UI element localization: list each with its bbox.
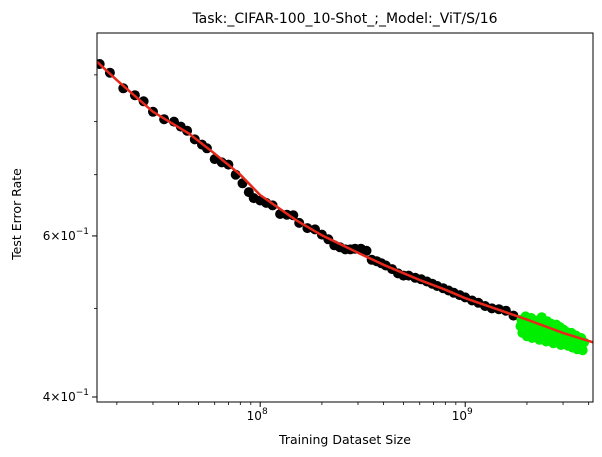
plot-area (97, 59, 593, 356)
data-point (138, 96, 149, 107)
x-tick-label: 108 (247, 407, 268, 423)
y-tick-label: 6×10−1 (43, 227, 89, 243)
fit-line (97, 60, 593, 344)
x-tick-label: 109 (452, 407, 473, 423)
axis-ticks: 108 109 4×10−1 6×10−1 (43, 74, 590, 423)
data-point (118, 83, 129, 94)
data-point-green (577, 345, 588, 356)
y-axis-label: Test Error Rate (9, 168, 24, 261)
chart-title: Task:_CIFAR-100_10-Shot_;_Model:_ViT/S/1… (191, 11, 497, 27)
plot-frame (96, 32, 594, 403)
y-tick-label: 4×10−1 (43, 388, 89, 404)
x-axis-label: Training Dataset Size (278, 432, 411, 447)
data-point (361, 245, 372, 256)
